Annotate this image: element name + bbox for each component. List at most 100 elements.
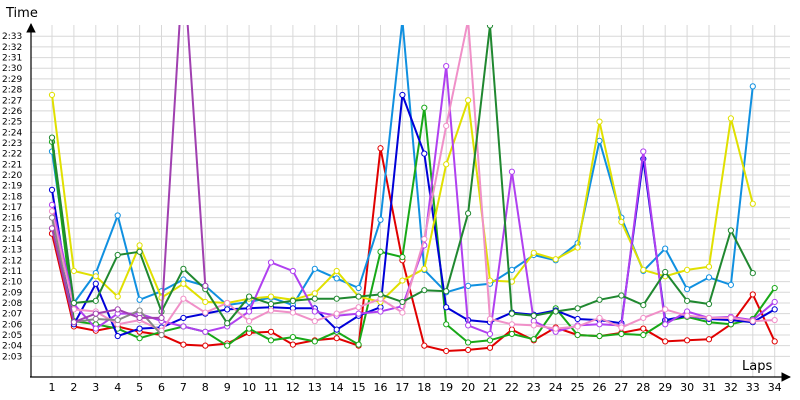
data-point bbox=[552, 325, 559, 332]
x-tick-label: 8 bbox=[202, 381, 209, 394]
data-point bbox=[48, 91, 56, 99]
data-point bbox=[466, 18, 471, 23]
data-point bbox=[48, 186, 56, 193]
data-point bbox=[400, 18, 405, 23]
data-point bbox=[355, 310, 362, 317]
x-tick-label: 20 bbox=[461, 381, 475, 394]
data-point bbox=[333, 267, 340, 275]
series-line bbox=[51, 148, 776, 353]
data-point bbox=[640, 266, 647, 274]
data-point bbox=[289, 309, 296, 316]
data-point bbox=[421, 342, 428, 349]
data-point bbox=[92, 310, 99, 317]
data-point bbox=[180, 341, 187, 348]
data-point bbox=[530, 322, 537, 329]
data-point bbox=[552, 308, 559, 315]
data-point bbox=[596, 118, 603, 125]
x-tick-label: 6 bbox=[158, 381, 165, 394]
data-point bbox=[48, 201, 56, 208]
data-point bbox=[596, 296, 603, 303]
y-tick-label: 2:29 bbox=[2, 75, 22, 85]
y-tick-label: 2:25 bbox=[2, 118, 22, 128]
data-point bbox=[202, 282, 209, 290]
data-point bbox=[618, 330, 625, 338]
y-axis-title: Time bbox=[5, 6, 38, 21]
x-tick-label: 31 bbox=[702, 381, 716, 394]
data-point bbox=[92, 297, 99, 304]
x-tick-labels: 1 2 3 4 5 6 7 8 9 10 11 12 13 14 15 16 17 18 19 20 21 22 23 24 2… bbox=[49, 381, 782, 394]
data-point bbox=[114, 306, 121, 313]
y-tick-label: 2:24 bbox=[2, 128, 22, 138]
x-tick-label: 16 bbox=[374, 381, 388, 394]
data-point bbox=[530, 249, 537, 256]
y-tick-label: 2:07 bbox=[2, 310, 22, 320]
data-point bbox=[705, 263, 713, 270]
data-point bbox=[289, 297, 296, 304]
data-point bbox=[202, 328, 209, 335]
data-point bbox=[662, 338, 669, 345]
data-point bbox=[443, 304, 450, 311]
x-tick-label: 27 bbox=[614, 381, 628, 394]
y-tick-label: 2:12 bbox=[2, 256, 22, 266]
data-point bbox=[114, 316, 121, 324]
x-tick-label: 10 bbox=[242, 381, 256, 394]
x-tick-label: 14 bbox=[330, 381, 344, 394]
y-tick-label: 2:19 bbox=[2, 182, 22, 192]
data-point bbox=[48, 225, 56, 232]
series-layer bbox=[48, 18, 778, 355]
data-point bbox=[727, 281, 735, 288]
x-tick-label: 30 bbox=[680, 381, 694, 394]
data-point bbox=[136, 335, 143, 342]
data-point bbox=[749, 200, 756, 207]
y-tick-label: 2:06 bbox=[2, 320, 22, 330]
data-point bbox=[684, 266, 691, 274]
data-point bbox=[48, 134, 56, 141]
data-point bbox=[771, 338, 778, 345]
data-point bbox=[727, 115, 735, 122]
data-point bbox=[399, 309, 406, 316]
y-tick-label: 2:16 bbox=[2, 214, 22, 224]
data-point bbox=[421, 235, 428, 243]
data-point bbox=[684, 286, 691, 293]
data-point bbox=[771, 298, 778, 306]
data-point bbox=[705, 314, 713, 322]
series-8 bbox=[48, 25, 756, 327]
data-point bbox=[355, 293, 362, 300]
data-point bbox=[640, 325, 647, 332]
data-point bbox=[136, 242, 143, 249]
data-point bbox=[596, 314, 603, 322]
y-tick-label: 2:08 bbox=[2, 299, 22, 309]
data-point bbox=[705, 274, 713, 281]
data-point bbox=[705, 300, 713, 308]
data-point bbox=[508, 168, 515, 175]
data-point bbox=[136, 314, 143, 322]
data-point bbox=[180, 323, 187, 330]
data-point bbox=[246, 325, 253, 332]
data-point bbox=[727, 314, 735, 322]
data-point bbox=[70, 319, 78, 326]
x-tick-label: 13 bbox=[308, 381, 322, 394]
x-tick-label: 21 bbox=[483, 381, 497, 394]
data-point bbox=[486, 25, 494, 29]
data-point bbox=[224, 342, 231, 349]
y-tick-label: 2:32 bbox=[2, 43, 22, 53]
y-tick-label: 2:05 bbox=[2, 331, 22, 341]
data-point bbox=[202, 342, 209, 349]
y-tick-label: 2:31 bbox=[2, 54, 22, 64]
data-point bbox=[202, 309, 209, 316]
y-tick-label: 2:10 bbox=[2, 278, 22, 288]
data-point bbox=[136, 325, 143, 332]
y-tick-label: 2:15 bbox=[2, 224, 22, 234]
data-point bbox=[202, 298, 209, 306]
data-point bbox=[421, 287, 428, 294]
data-point bbox=[662, 268, 669, 276]
data-point bbox=[355, 304, 362, 311]
data-point bbox=[705, 336, 713, 343]
data-point bbox=[377, 308, 384, 315]
data-point bbox=[486, 337, 494, 344]
data-point bbox=[574, 244, 581, 251]
data-point bbox=[92, 280, 99, 287]
x-tick-label: 15 bbox=[352, 381, 366, 394]
series-10 bbox=[48, 25, 209, 326]
data-point bbox=[443, 63, 450, 70]
